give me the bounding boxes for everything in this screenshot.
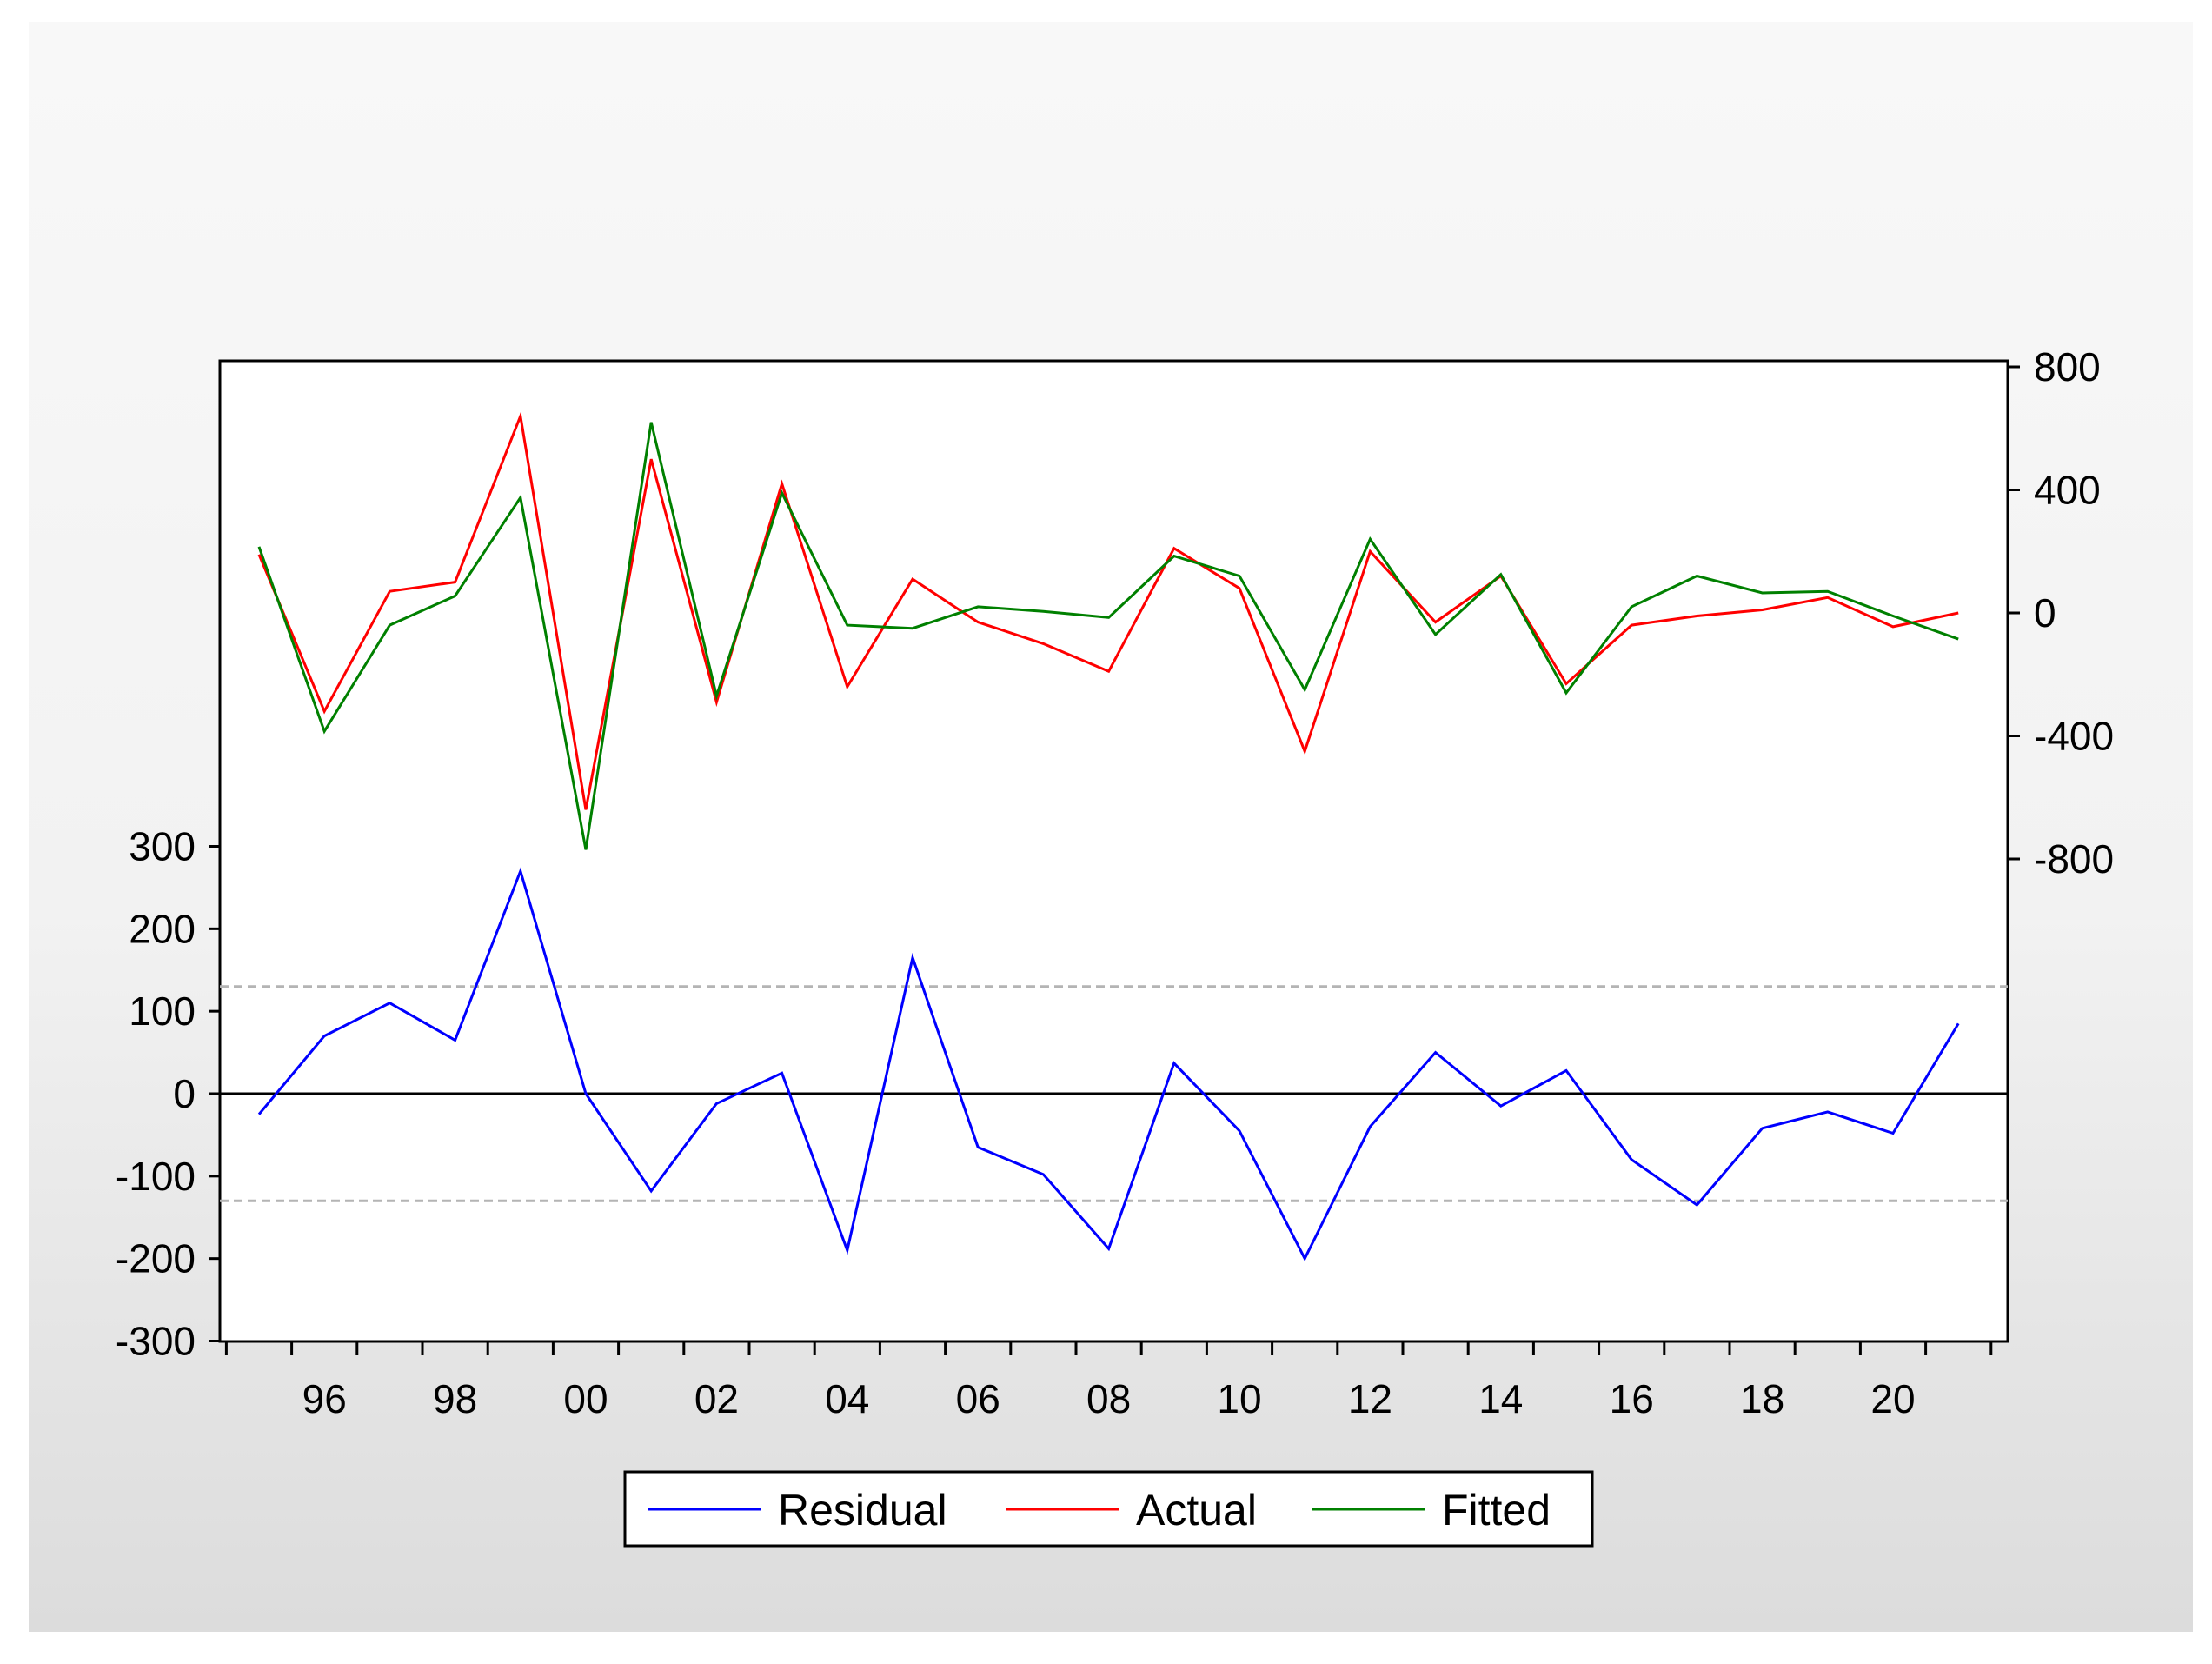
x-axis-tick-label: 02 [694,1376,739,1421]
right-axis-tick-label: 800 [2034,344,2101,389]
series-line-actual [257,411,1959,810]
x-axis-tick-label: 10 [1217,1376,1261,1421]
plot-area [218,359,2009,1343]
right-axis-tick-label: -800 [2034,836,2114,882]
x-axis-tick-label: 96 [302,1376,347,1421]
legend: Residual Actual Fitted [623,1470,1594,1548]
legend-label-residual: Residual [778,1486,947,1534]
right-axis-tick-label: -400 [2034,714,2114,759]
x-axis-tick-label: 00 [563,1376,608,1421]
reference-lines [220,985,2008,1202]
legend-label-fitted: Fitted [1442,1486,1551,1534]
right-axis-tick-label: 400 [2034,468,2101,513]
left-axis-tick-label: -100 [116,1154,196,1199]
x-axis-tick-label: 14 [1478,1376,1523,1421]
left-axis-tick-label: 200 [129,906,196,951]
left-axis-tick-label: 100 [129,988,196,1034]
left-axis-tick-label: -300 [116,1318,196,1363]
series-line-fitted [257,422,1959,850]
left-axis-tick-label: -200 [116,1236,196,1281]
x-axis-tick-label: 04 [825,1376,869,1421]
right-axis-tick-label: 0 [2034,590,2056,636]
x-axis-tick-label: 18 [1740,1376,1784,1421]
x-axis-tick-label: 06 [956,1376,1000,1421]
series-line-residual [257,867,1960,1262]
chart-panel: 300 200 100 0 -100 -200 -300 800 400 0 -400 -800 96 9… [29,22,2193,1632]
x-axis-tick-label: 12 [1348,1376,1392,1421]
left-axis-tick-label: 0 [173,1071,196,1116]
left-axis-tick-label: 300 [129,824,196,869]
x-axis-tick-label: 08 [1086,1376,1131,1421]
series-lines [257,411,1960,1262]
x-axis-tick-label: 20 [1870,1376,1915,1421]
legend-label-actual: Actual [1136,1486,1257,1534]
x-axis-tick-label: 16 [1610,1376,1654,1421]
x-axis-tick-label: 98 [433,1376,477,1421]
